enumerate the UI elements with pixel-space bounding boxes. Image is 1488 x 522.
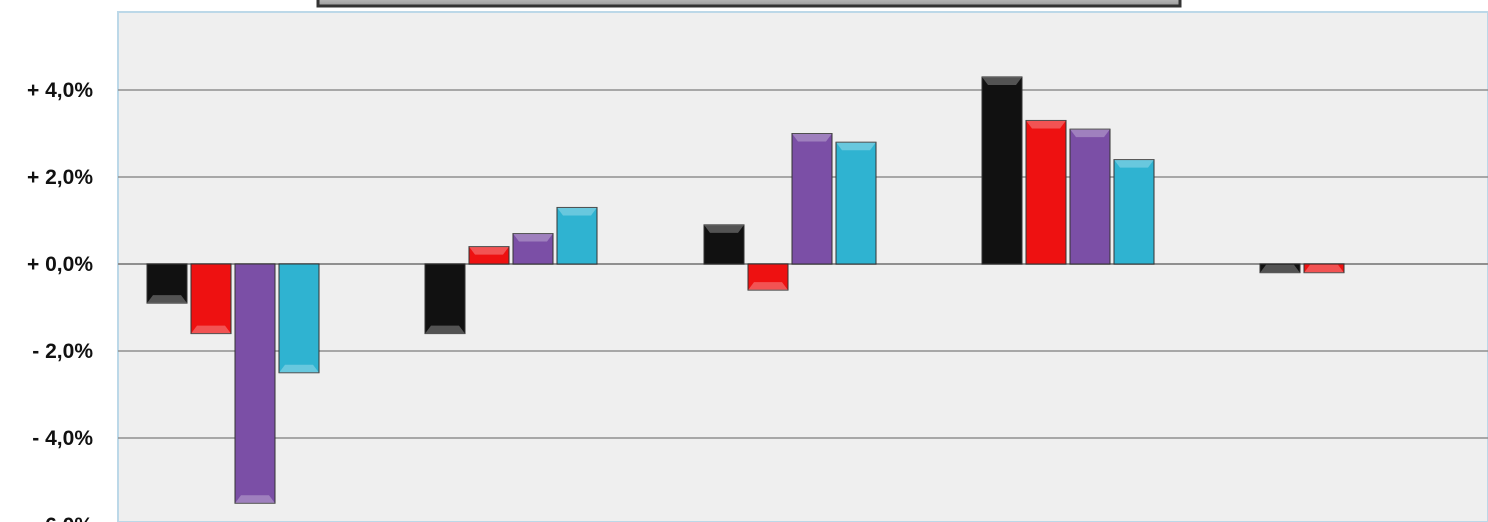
bar	[981, 76, 1023, 265]
title-box	[316, 0, 1182, 8]
bar	[1259, 263, 1301, 274]
bar	[1303, 263, 1345, 274]
bar-bevel	[147, 295, 187, 304]
y-tick-label: + 4,0%	[27, 79, 93, 102]
bar-bevel	[704, 224, 744, 233]
bar-bevel	[557, 207, 597, 216]
bar-bevel	[1070, 129, 1110, 138]
bar-bevel	[1114, 159, 1154, 168]
y-tick-label: + 2,0%	[27, 166, 93, 189]
bar-bevel	[1026, 120, 1066, 129]
bar	[1069, 128, 1111, 265]
y-tick-label: + 0,0%	[27, 253, 93, 276]
bar	[512, 233, 554, 265]
bars	[146, 76, 1345, 504]
y-axis-ticks: + 4,0% + 2,0% + 0,0% - 2,0% - 4,0% - 6,0%	[27, 79, 93, 522]
bar-bevel	[982, 76, 1022, 85]
bar-bevel	[279, 364, 319, 373]
bar-bevel	[513, 233, 553, 242]
bar	[835, 141, 877, 265]
bar	[791, 133, 833, 265]
bar-bevel	[469, 246, 509, 255]
y-tick-label: - 6,0%	[32, 514, 93, 522]
bar-bevel	[425, 325, 465, 334]
bar	[234, 263, 276, 504]
bar	[146, 263, 188, 304]
bar-bevel	[1304, 264, 1344, 273]
bar	[703, 224, 745, 265]
bar	[747, 263, 789, 291]
bar	[556, 206, 598, 265]
bar-bevel	[1260, 264, 1300, 273]
bar	[278, 263, 320, 374]
y-tick-label: - 2,0%	[32, 340, 93, 363]
bar-bevel	[792, 133, 832, 142]
bar	[468, 246, 510, 265]
bar-bevel	[191, 325, 231, 334]
bar-bevel	[235, 495, 275, 504]
bar-bevel	[836, 142, 876, 151]
bar	[1025, 119, 1067, 265]
bar	[1113, 159, 1155, 265]
bar-bevel	[748, 282, 788, 291]
y-tick-label: - 4,0%	[32, 427, 93, 450]
bar	[190, 263, 232, 335]
bar	[424, 263, 466, 335]
